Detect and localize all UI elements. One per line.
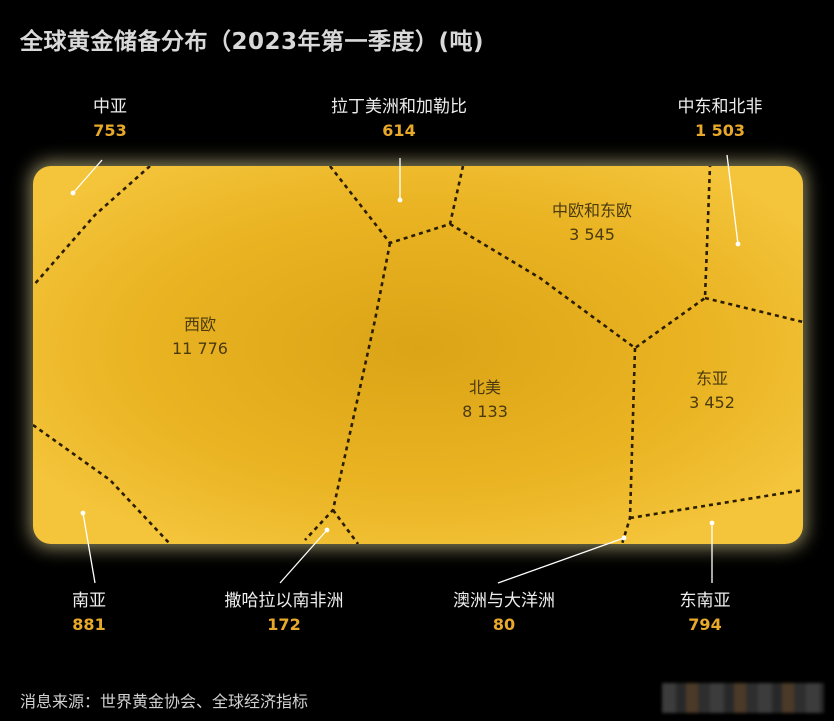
- leader-dot: [621, 535, 627, 541]
- region-name-label: 东南亚: [680, 591, 731, 611]
- watermark: [662, 683, 824, 713]
- leader-dot: [70, 190, 76, 196]
- region-name-label: 西欧: [184, 315, 216, 334]
- region-value-label: 3 545: [569, 225, 615, 244]
- region-name-label: 北美: [469, 378, 501, 397]
- leader-dot: [397, 197, 403, 203]
- source-note: 消息来源：世界黄金协会、全球经济指标: [20, 692, 309, 711]
- region-border: [33, 166, 151, 287]
- region-value-label: 8 133: [462, 402, 508, 421]
- leader-dot: [709, 520, 715, 526]
- region-borders: [33, 166, 803, 544]
- leader-dot: [324, 527, 330, 533]
- leader-line: [279, 529, 328, 584]
- region-border: [331, 509, 360, 544]
- leader-dot: [735, 241, 741, 247]
- region-name-label: 拉丁美洲和加勒比: [331, 97, 467, 117]
- region-value-label: 881: [72, 615, 105, 634]
- region-name-label: 中欧和东欧: [552, 201, 632, 220]
- leader-dot: [80, 510, 86, 516]
- leader-line: [726, 154, 739, 245]
- region-value-label: 753: [93, 121, 126, 140]
- leader-lines: [70, 154, 741, 584]
- region-name-label: 南亚: [72, 591, 106, 611]
- chart-title: 全球黄金储备分布（2023年第一季度）(吨): [20, 29, 485, 55]
- region-border: [704, 296, 803, 324]
- region-border: [33, 423, 171, 544]
- region-value-label: 1 503: [695, 121, 745, 140]
- region-value-label: 614: [382, 121, 415, 140]
- region-name-label: 澳洲与大洋洲: [453, 591, 555, 611]
- region-border: [629, 488, 803, 520]
- region-value-label: 80: [493, 615, 515, 634]
- region-name-label: 中东和北非: [678, 97, 763, 117]
- region-name-label: 撒哈拉以南非洲: [225, 591, 344, 611]
- leader-line: [497, 537, 625, 584]
- leader-line: [82, 512, 96, 584]
- gold-bar: [33, 166, 803, 544]
- region-name-label: 东亚: [696, 369, 728, 388]
- region-border: [449, 166, 712, 350]
- region-labels: 西欧 11 776 北美 8 133 中欧和东欧 3 545 东亚 3 452 中东和北非 1 5…: [72, 97, 763, 634]
- region-value-label: 172: [267, 615, 300, 634]
- region-border: [328, 166, 465, 245]
- leader-line: [72, 159, 103, 194]
- region-value-label: 3 452: [689, 393, 735, 412]
- region-value-label: 11 776: [172, 339, 228, 358]
- region-name-label: 中亚: [93, 97, 127, 117]
- region-value-label: 794: [688, 615, 721, 634]
